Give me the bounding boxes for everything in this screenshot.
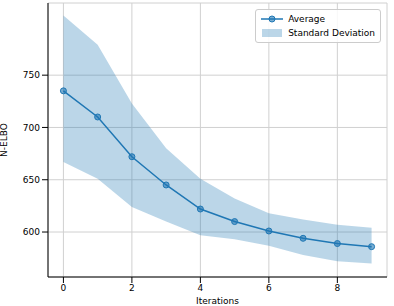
svg-text:0: 0 — [61, 283, 67, 293]
svg-text:750: 750 — [23, 70, 40, 80]
svg-text:Iterations: Iterations — [196, 296, 239, 306]
svg-text:650: 650 — [23, 175, 40, 185]
svg-text:2: 2 — [129, 283, 135, 293]
svg-text:4: 4 — [198, 283, 204, 293]
svg-text:N-ELBO: N-ELBO — [8, 123, 9, 157]
html-text:Average: Average — [288, 14, 326, 24]
svg-text:6: 6 — [266, 283, 272, 293]
svg-text:8: 8 — [334, 283, 340, 293]
html-text:Standard Deviation: Standard Deviation — [288, 28, 375, 38]
svg-text:600: 600 — [23, 227, 40, 237]
svg-text:700: 700 — [23, 123, 40, 133]
